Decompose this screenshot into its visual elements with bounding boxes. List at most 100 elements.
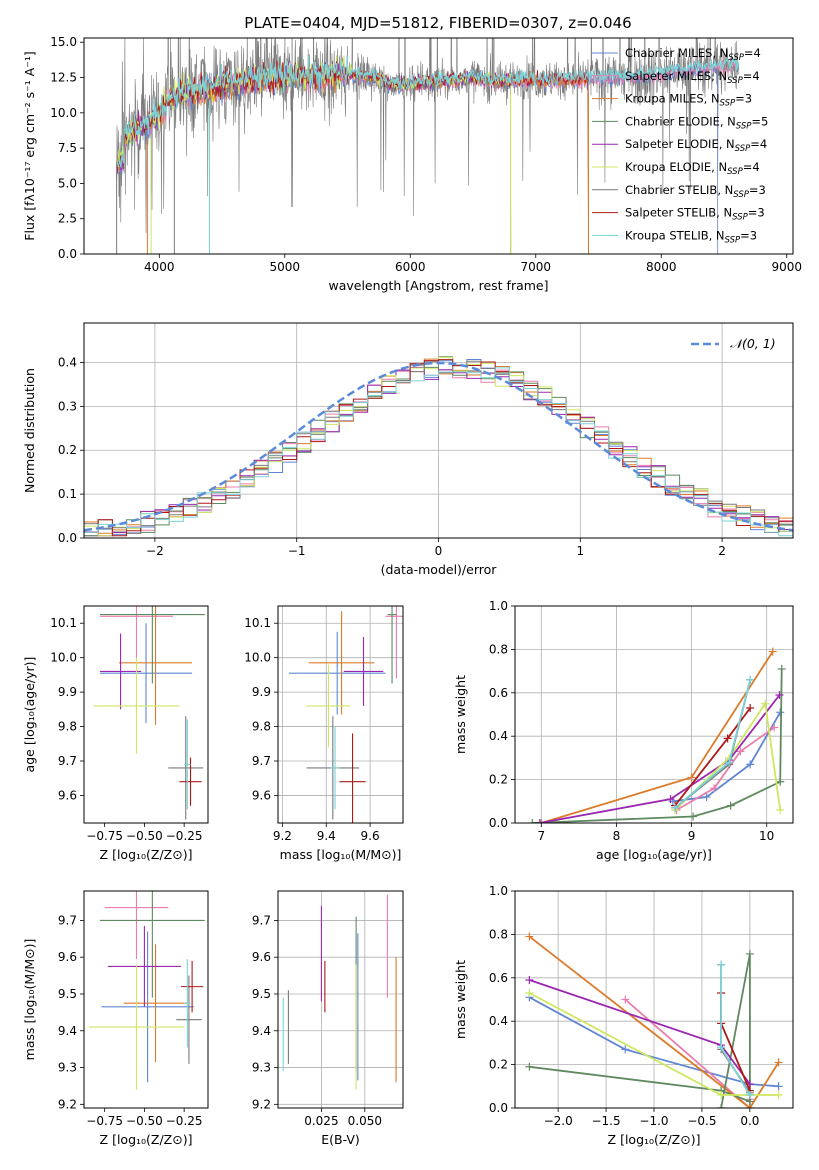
x-tick-label: 7000 (520, 260, 551, 274)
x-tick-label: 9 (688, 829, 696, 843)
y-tick-label: 9.7 (252, 754, 271, 768)
y-tick-label: 9.3 (252, 1061, 271, 1075)
y-tick-label: 1.0 (489, 884, 508, 898)
series-marker-salpeter_miles (710, 784, 719, 793)
x-tick-label: 5000 (270, 260, 301, 274)
x-tick-label: −0.25 (166, 829, 203, 843)
legend-subscript: SSP (735, 144, 751, 154)
series-marker-chabrier_elodie (726, 801, 735, 810)
series-marker-kroupa_stelib (725, 758, 734, 767)
age_vs_mass-axes: 9.2 9.4 9.6 9.6 9.7 9.8 9.9 10.0 10.1 mass [log₁₀… (244, 605, 404, 862)
legend-entry: 𝒩(0, 1) (730, 336, 776, 351)
series-marker-kroupa_elodie (774, 1090, 783, 1099)
y-axis-label: age [log₁₀(age/yr)] (22, 657, 37, 773)
y-axis-label: mass weight (453, 960, 468, 1039)
y-tick-label: 0.2 (58, 443, 77, 457)
legend-count: =4 (744, 46, 761, 60)
x-axis-label: Z [log₁₀(Z/Z⊙)] (100, 1132, 193, 1147)
residuals-axes: −2 −1 0 1 2 0.0 0.1 0.2 0.3 0.4 (data-model)/error… (22, 322, 794, 577)
y-tick-label: 10.0 (244, 651, 271, 665)
legend-entry: Salpeter ELODIE, NSSP=4 (625, 137, 767, 154)
x-tick-label: 0.025 (304, 1114, 338, 1128)
legend-subscript: SSP (727, 167, 743, 177)
x-axis-label: (data-model)/error (381, 562, 498, 577)
mass_vs_ebv-plot-area (282, 894, 397, 1090)
y-tick-label: 9.8 (252, 720, 271, 734)
series-line-salpeter_elodie (539, 694, 781, 823)
y-tick-label: 9.7 (58, 754, 77, 768)
y-tick-label: 10.0 (50, 106, 77, 120)
series-marker-chabrier_elodie (689, 812, 698, 821)
series-line-salpeter_miles (676, 726, 775, 811)
legend-subscript: SSP (725, 235, 741, 245)
series-marker-kroupa_stelib (745, 1090, 754, 1099)
y-tick-label: 9.4 (58, 1024, 77, 1038)
series-marker-kroupa_miles (687, 773, 696, 782)
legend-subscript: SSP (727, 76, 743, 86)
x-tick-label: 9000 (771, 260, 802, 274)
legend-entry: Salpeter MILES, NSSP=4 (625, 69, 760, 86)
legend-name: Salpeter ELODIE, N (625, 137, 735, 151)
legend-name: Kroupa ELODIE, N (625, 160, 727, 174)
y-tick-label: 15.0 (50, 35, 77, 49)
y-tick-label: 0.4 (489, 729, 508, 743)
y-tick-label: 9.6 (252, 788, 271, 802)
mass_weight_vs_age-axes: 7 8 9 10 0.0 0.2 0.4 0.6 0.8 1.0 age [log₁₀(age/yr… (453, 599, 794, 862)
legend-entry: Chabrier STELIB, NSSP=3 (625, 183, 766, 200)
series-marker-kroupa_miles (525, 932, 534, 941)
series-line-chabrier_miles (672, 711, 781, 803)
y-tick-label: 10.0 (50, 651, 77, 665)
y-tick-label: 10.1 (244, 616, 271, 630)
mass_weight_vs_age-panel: 7 8 9 10 0.0 0.2 0.4 0.6 0.8 1.0 age [log₁₀(age/yr… (453, 599, 794, 862)
legend-count: =4 (743, 160, 760, 174)
spectrum-panel: 4000 5000 6000 7000 8000 9000 0.0 2.5 5.0 7.5 10.0… (22, 35, 802, 293)
series-marker-salpeter_elodie (666, 795, 675, 804)
y-tick-label: 9.9 (252, 685, 271, 699)
y-tick-label: 9.2 (58, 1097, 77, 1111)
y-axis-label: Normed distribution (22, 368, 37, 493)
y-tick-label: 0.2 (489, 773, 508, 787)
y-tick-label: 0.1 (58, 487, 77, 501)
figure-title: PLATE=0404, MJD=51812, FIBERID=0307, z=0… (244, 14, 631, 32)
mass_weight_vs_Z-panel: −2.0 −1.5 −1.0 −0.5 0.0 0.0 0.2 0.4 0.6 0.8 1.0 Z [… (453, 884, 794, 1147)
series-marker-chabrier_miles (774, 1082, 783, 1091)
series-marker-kroupa_stelib (717, 1043, 726, 1052)
x-tick-label: 7 (537, 829, 545, 843)
x-tick-label: 6000 (395, 260, 426, 274)
x-tick-label: −0.75 (86, 1114, 123, 1128)
mass_vs_Z-panel: −0.75 −0.50 −0.25 9.2 9.3 9.4 9.5 9.6 9.7 Z [log₁… (22, 890, 209, 1147)
y-tick-label: 9.9 (58, 685, 77, 699)
histogram-salpeter_stelib (84, 359, 793, 537)
series-marker-chabrier_elodie (745, 949, 754, 958)
y-tick-label: 9.8 (58, 720, 77, 734)
legend-subscript: SSP (736, 121, 752, 131)
y-tick-label: 9.3 (58, 1061, 77, 1075)
x-tick-label: 8000 (646, 260, 677, 274)
y-tick-label: 0.4 (58, 355, 77, 369)
y-tick-label: 0.8 (489, 927, 508, 941)
y-tick-label: 1.0 (489, 599, 508, 613)
x-tick-label: −2 (146, 544, 164, 558)
x-tick-label: −1 (288, 544, 306, 558)
age_vs_mass-panel: 9.2 9.4 9.6 9.6 9.7 9.8 9.9 10.0 10.1 mass [log₁₀… (244, 605, 404, 862)
x-axis-label: age [log₁₀(age/yr)] (596, 847, 712, 862)
mass_weight_vs_Z-plot-area (525, 932, 783, 1108)
x-axis-label: E(B-V) (321, 1132, 360, 1147)
y-tick-label: 12.5 (50, 71, 77, 85)
y-tick-label: 0.0 (489, 1101, 508, 1115)
axes-frame (83, 37, 794, 255)
series-marker-kroupa_miles (537, 819, 546, 823)
series-marker-kroupa_stelib (671, 803, 680, 812)
x-tick-label: 8 (613, 829, 621, 843)
series-marker-chabrier_elodie (777, 664, 786, 673)
x-tick-label: 1 (576, 544, 584, 558)
axes-frame (83, 890, 209, 1109)
x-tick-label: −0.75 (86, 829, 123, 843)
y-tick-label: 0.0 (58, 247, 77, 261)
mass_vs_ebv-panel: 0.025 0.050 9.2 9.3 9.4 9.5 9.6 9.7 E(B-V) (252, 890, 404, 1147)
spectrum-plot-area (116, 38, 740, 254)
x-axis-label: Z [log₁₀(Z/Z⊙)] (100, 847, 193, 862)
legend-entry: Kroupa STELIB, NSSP=3 (625, 228, 757, 245)
x-tick-label: 2 (718, 544, 726, 558)
